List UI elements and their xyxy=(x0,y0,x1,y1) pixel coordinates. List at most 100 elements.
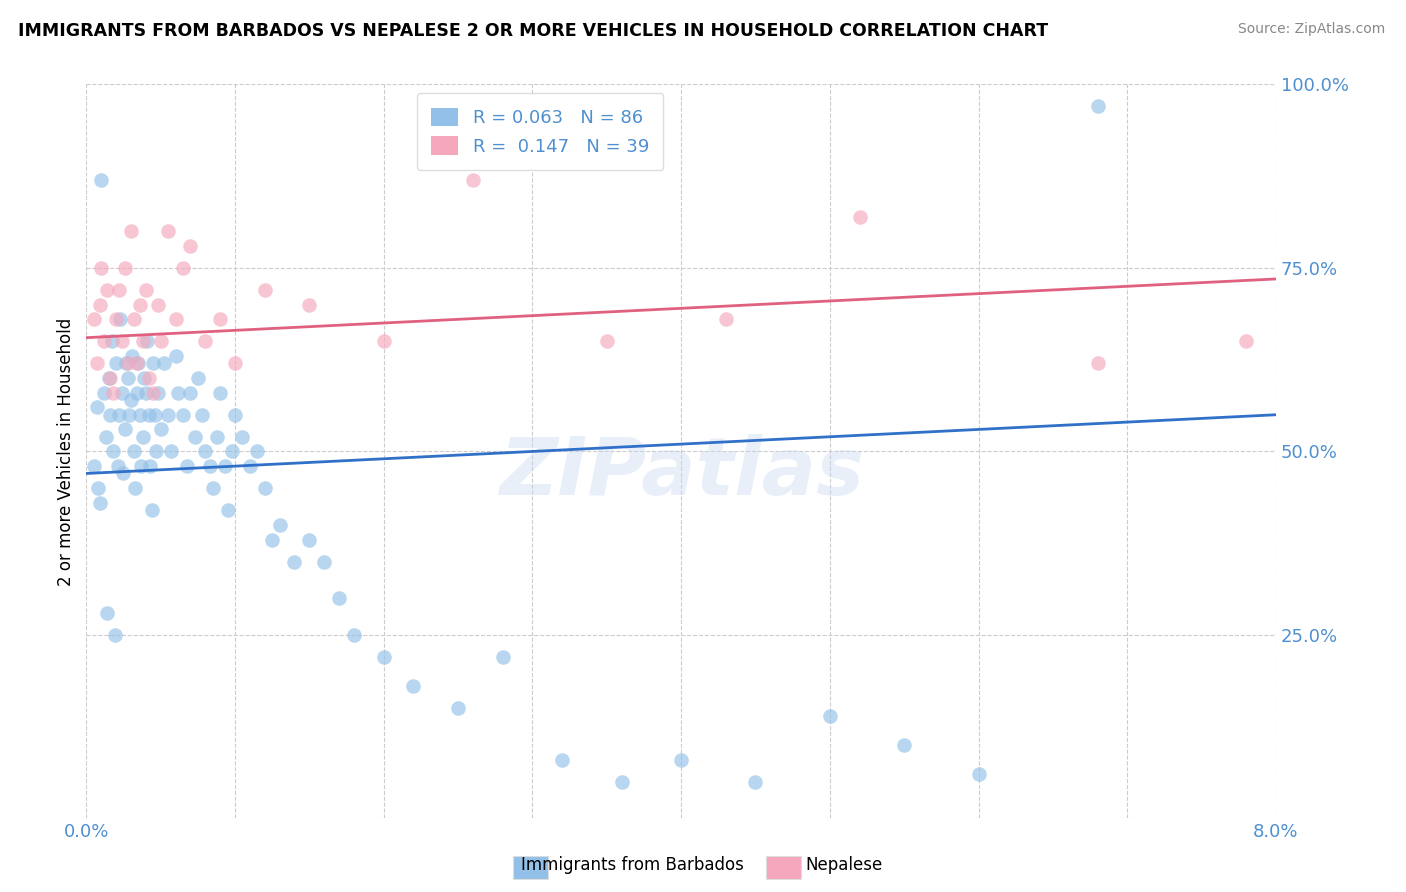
Point xyxy=(551,753,574,767)
Point xyxy=(122,444,145,458)
Point xyxy=(112,467,135,481)
Point xyxy=(125,356,148,370)
Point xyxy=(172,408,194,422)
Point xyxy=(714,312,737,326)
Point xyxy=(176,459,198,474)
Text: Immigrants from Barbados: Immigrants from Barbados xyxy=(522,856,744,874)
Point xyxy=(128,298,150,312)
Point xyxy=(402,679,425,693)
Point xyxy=(138,408,160,422)
Point xyxy=(145,444,167,458)
Point xyxy=(128,408,150,422)
Point xyxy=(209,312,232,326)
Point xyxy=(101,444,124,458)
Point xyxy=(86,401,108,415)
Point xyxy=(224,356,246,370)
Point xyxy=(447,701,470,715)
Point xyxy=(373,334,395,349)
Point xyxy=(149,422,172,436)
Point xyxy=(114,422,136,436)
Point xyxy=(125,385,148,400)
Point xyxy=(328,591,350,606)
Point xyxy=(239,459,262,474)
Point xyxy=(1087,99,1109,113)
Point xyxy=(83,312,105,326)
Point xyxy=(201,481,224,495)
Point xyxy=(893,738,915,752)
Point xyxy=(93,385,115,400)
Point xyxy=(231,430,253,444)
Point xyxy=(127,356,149,370)
Point xyxy=(246,444,269,458)
Point xyxy=(205,430,228,444)
Point xyxy=(94,430,117,444)
Point xyxy=(160,444,183,458)
Legend: R = 0.063   N = 86, R =  0.147   N = 39: R = 0.063 N = 86, R = 0.147 N = 39 xyxy=(416,94,664,170)
Point xyxy=(217,503,239,517)
Point xyxy=(122,312,145,326)
Point xyxy=(269,517,291,532)
Point xyxy=(191,408,214,422)
Point xyxy=(165,349,187,363)
Point xyxy=(120,224,142,238)
Point xyxy=(89,298,111,312)
Point xyxy=(87,481,110,495)
Point xyxy=(89,496,111,510)
Point xyxy=(373,650,395,665)
Point xyxy=(461,173,484,187)
Point xyxy=(117,371,139,385)
Point xyxy=(1087,356,1109,370)
Point xyxy=(298,533,321,547)
Point xyxy=(198,459,221,474)
Point xyxy=(93,334,115,349)
Point xyxy=(184,430,207,444)
Point xyxy=(98,408,121,422)
Point xyxy=(224,408,246,422)
Point xyxy=(105,356,128,370)
Point xyxy=(152,356,174,370)
Point xyxy=(179,239,201,253)
Point xyxy=(967,767,990,781)
Point xyxy=(98,371,121,385)
Text: Source: ZipAtlas.com: Source: ZipAtlas.com xyxy=(1237,22,1385,37)
Point xyxy=(83,459,105,474)
Point xyxy=(165,312,187,326)
Point xyxy=(146,298,169,312)
Point xyxy=(157,224,180,238)
Point xyxy=(669,753,692,767)
Point xyxy=(131,459,153,474)
Point xyxy=(110,312,132,326)
Point xyxy=(149,334,172,349)
Point xyxy=(744,774,766,789)
Point xyxy=(117,356,139,370)
Point xyxy=(141,503,163,517)
Point xyxy=(134,371,156,385)
Point xyxy=(253,283,276,297)
Text: IMMIGRANTS FROM BARBADOS VS NEPALESE 2 OR MORE VEHICLES IN HOUSEHOLD CORRELATION: IMMIGRANTS FROM BARBADOS VS NEPALESE 2 O… xyxy=(18,22,1049,40)
Point xyxy=(108,408,131,422)
Point xyxy=(157,408,180,422)
Text: ZIPatlas: ZIPatlas xyxy=(499,434,863,513)
Point xyxy=(107,459,129,474)
Point xyxy=(139,459,162,474)
Point xyxy=(124,481,146,495)
Point xyxy=(115,356,138,370)
Point xyxy=(121,349,143,363)
Point xyxy=(103,628,125,642)
Point xyxy=(596,334,619,349)
Point xyxy=(167,385,190,400)
Point xyxy=(194,334,217,349)
Text: Nepalese: Nepalese xyxy=(806,856,882,874)
Point xyxy=(96,283,118,297)
Point xyxy=(343,628,366,642)
Point xyxy=(214,459,236,474)
Point xyxy=(136,334,159,349)
Point xyxy=(283,555,305,569)
Point xyxy=(105,312,128,326)
Point xyxy=(111,385,134,400)
Point xyxy=(108,283,131,297)
Point xyxy=(86,356,108,370)
Point xyxy=(187,371,209,385)
Point xyxy=(142,385,165,400)
Point xyxy=(262,533,284,547)
